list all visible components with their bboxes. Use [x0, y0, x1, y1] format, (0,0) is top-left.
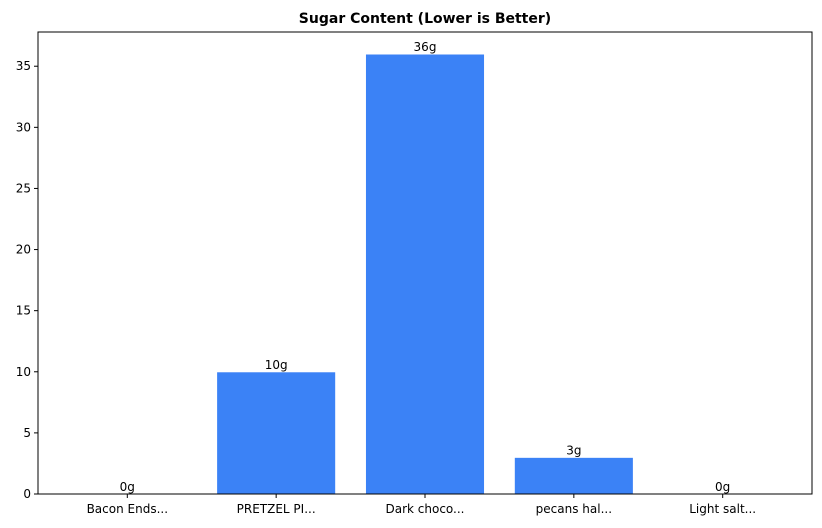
- bar-3: [513, 456, 634, 495]
- y-tick-label-0: 0: [23, 487, 31, 501]
- x-tick-label-3: pecans hal...: [536, 502, 612, 516]
- x-tick-label-0: Bacon Ends...: [87, 502, 168, 516]
- plot-frame: [37, 31, 813, 495]
- y-tick-label-1: 5: [23, 426, 31, 440]
- x-axis: Bacon Ends... PRETZEL PI... Dark choco... p…: [87, 494, 756, 516]
- x-tick-label-4: Light salt...: [689, 502, 756, 516]
- bar-2: [364, 53, 486, 495]
- chart-title: Sugar Content (Lower is Better): [299, 11, 551, 27]
- y-tick-label-4: 20: [16, 243, 31, 257]
- y-tick-label-2: 10: [16, 365, 31, 379]
- x-tick-label-1: PRETZEL PI...: [237, 502, 316, 516]
- y-tick-label-7: 35: [16, 59, 31, 73]
- data-label-2: 36g: [414, 40, 437, 54]
- bars-layer: [216, 53, 634, 495]
- y-tick-label-3: 15: [16, 304, 31, 318]
- x-tick-label-2: Dark choco...: [385, 502, 464, 516]
- data-labels-layer: 0g 10g 36g 3g 0g: [120, 40, 731, 494]
- data-label-1: 10g: [265, 358, 288, 372]
- y-tick-label-6: 30: [16, 120, 31, 134]
- data-label-0: 0g: [120, 480, 135, 494]
- bar-1: [216, 371, 337, 495]
- data-label-3: 3g: [566, 443, 581, 457]
- y-axis: 0 5 10 15 20 25 30 35: [16, 59, 38, 501]
- data-label-4: 0g: [715, 480, 730, 494]
- y-tick-label-5: 25: [16, 181, 31, 195]
